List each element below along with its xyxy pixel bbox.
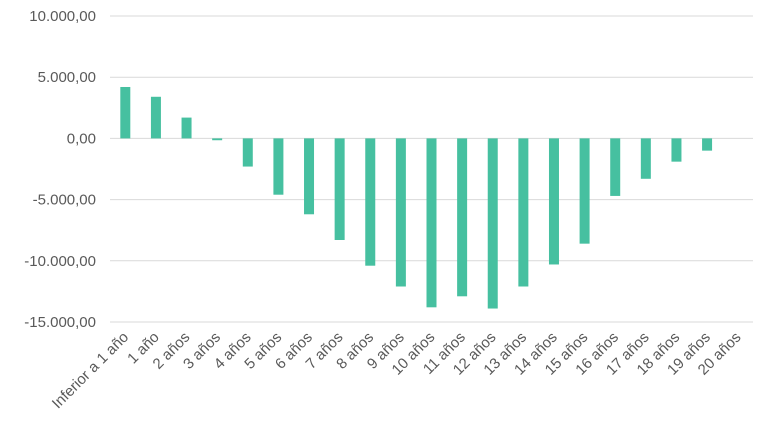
y-tick-label: -10.000,00 (24, 253, 96, 270)
bar-14 (548, 138, 559, 265)
bar-16 (610, 138, 621, 196)
bar-8 (365, 138, 376, 266)
bar-12 (487, 138, 498, 309)
y-tick-label: -15.000,00 (24, 314, 96, 331)
y-axis-tick-labels: 10.000,00 5.000,00 0,00 -5.000,00 -10.000,00… (24, 8, 96, 331)
bar-7 (334, 138, 345, 240)
bar-17 (640, 138, 651, 179)
bar-3 (212, 138, 223, 141)
bar-1 (150, 96, 161, 139)
bar-4 (242, 138, 253, 167)
y-tick-label: 5.000,00 (38, 69, 96, 86)
bar-2 (181, 117, 192, 139)
bar-9 (395, 138, 406, 287)
bar-18 (671, 138, 682, 162)
bar-0 (120, 86, 131, 139)
y-tick-label: 10.000,00 (29, 8, 96, 25)
x-category-label: Inferior a 1 año (49, 329, 132, 412)
bar-15 (579, 138, 590, 244)
bar-11 (457, 138, 468, 297)
bar-19 (702, 138, 713, 151)
y-tick-label: -5.000,00 (33, 192, 96, 209)
bars (120, 86, 713, 309)
y-tick-label: 0,00 (67, 130, 96, 147)
bar-5 (273, 138, 284, 195)
bar-6 (304, 138, 315, 215)
bar-13 (518, 138, 529, 287)
bar-10 (426, 138, 437, 308)
